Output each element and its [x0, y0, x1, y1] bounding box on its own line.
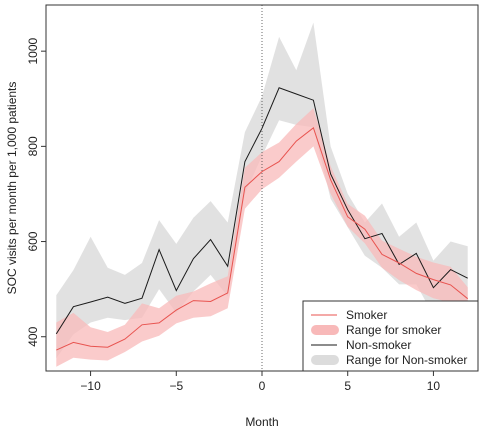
point-non-smoker [107, 296, 109, 298]
point-smoker [210, 301, 212, 303]
point-non-smoker [90, 301, 92, 303]
y-tick-label: 1000 [26, 37, 40, 64]
point-non-smoker [141, 297, 143, 299]
point-smoker [278, 161, 280, 163]
legend-label-non-smoker: Non-smoker [346, 338, 411, 352]
band-range-for-non-smoker [56, 22, 468, 359]
point-non-smoker [364, 238, 366, 240]
point-smoker [158, 322, 160, 324]
point-smoker [433, 279, 435, 281]
point-non-smoker [158, 249, 160, 251]
point-smoker [381, 254, 383, 256]
point-smoker [73, 342, 75, 344]
y-tick-label: 800 [26, 136, 40, 156]
point-non-smoker [227, 266, 229, 268]
point-smoker [296, 140, 298, 142]
legend-label-range-for-smoker: Range for smoker [346, 323, 441, 337]
point-smoker [56, 349, 58, 351]
point-non-smoker [210, 239, 212, 241]
point-smoker [416, 273, 418, 275]
x-tick-label: 5 [344, 379, 351, 393]
line-smoker [56, 126, 469, 351]
point-smoker [176, 309, 178, 311]
y-tick-label: 600 [26, 231, 40, 251]
x-tick-label: −5 [169, 379, 183, 393]
point-non-smoker [433, 287, 435, 289]
point-non-smoker [330, 173, 332, 175]
point-smoker [107, 346, 109, 348]
x-tick-label: 0 [259, 379, 266, 393]
legend-label-smoker: Smoker [346, 308, 387, 322]
point-smoker [141, 324, 143, 326]
point-smoker [450, 284, 452, 286]
point-non-smoker [467, 277, 469, 279]
point-smoker [347, 216, 349, 218]
point-smoker [313, 127, 315, 129]
x-axis-title: Month [245, 415, 278, 429]
point-non-smoker [313, 99, 315, 101]
x-tick-label: −10 [80, 379, 101, 393]
point-non-smoker [56, 333, 58, 335]
x-axis: −10 −5 0 5 10 [80, 371, 440, 393]
range-bands [56, 22, 468, 367]
point-smoker [244, 187, 246, 189]
point-non-smoker [124, 303, 126, 305]
y-axis-title: SOC visits per month per 1,000 patients [5, 82, 19, 295]
point-smoker [330, 179, 332, 181]
legend-swatch-range-for-smoker [311, 325, 339, 335]
point-smoker [467, 298, 469, 300]
band-range-for-smoker [56, 108, 468, 367]
point-smoker [90, 346, 92, 348]
point-non-smoker [347, 209, 349, 211]
point-non-smoker [193, 258, 195, 260]
point-non-smoker [296, 93, 298, 95]
x-tick-label: 10 [427, 379, 441, 393]
point-non-smoker [176, 290, 178, 292]
point-non-smoker [450, 269, 452, 271]
point-non-smoker [244, 161, 246, 163]
point-non-smoker [278, 87, 280, 89]
point-smoker [124, 338, 126, 340]
y-tick-label: 400 [26, 326, 40, 346]
legend-label-range-for-non-smoker: Range for Non-smoker [346, 353, 467, 367]
point-non-smoker [73, 306, 75, 308]
point-smoker [227, 292, 229, 294]
point-non-smoker [416, 253, 418, 255]
point-smoker [193, 300, 195, 302]
legend-swatch-range-for-non-smoker [311, 355, 339, 365]
point-smoker [364, 228, 366, 230]
point-smoker [261, 171, 263, 173]
point-smoker [398, 262, 400, 264]
y-axis: 400 600 800 1000 [26, 37, 46, 347]
point-non-smoker [381, 233, 383, 235]
